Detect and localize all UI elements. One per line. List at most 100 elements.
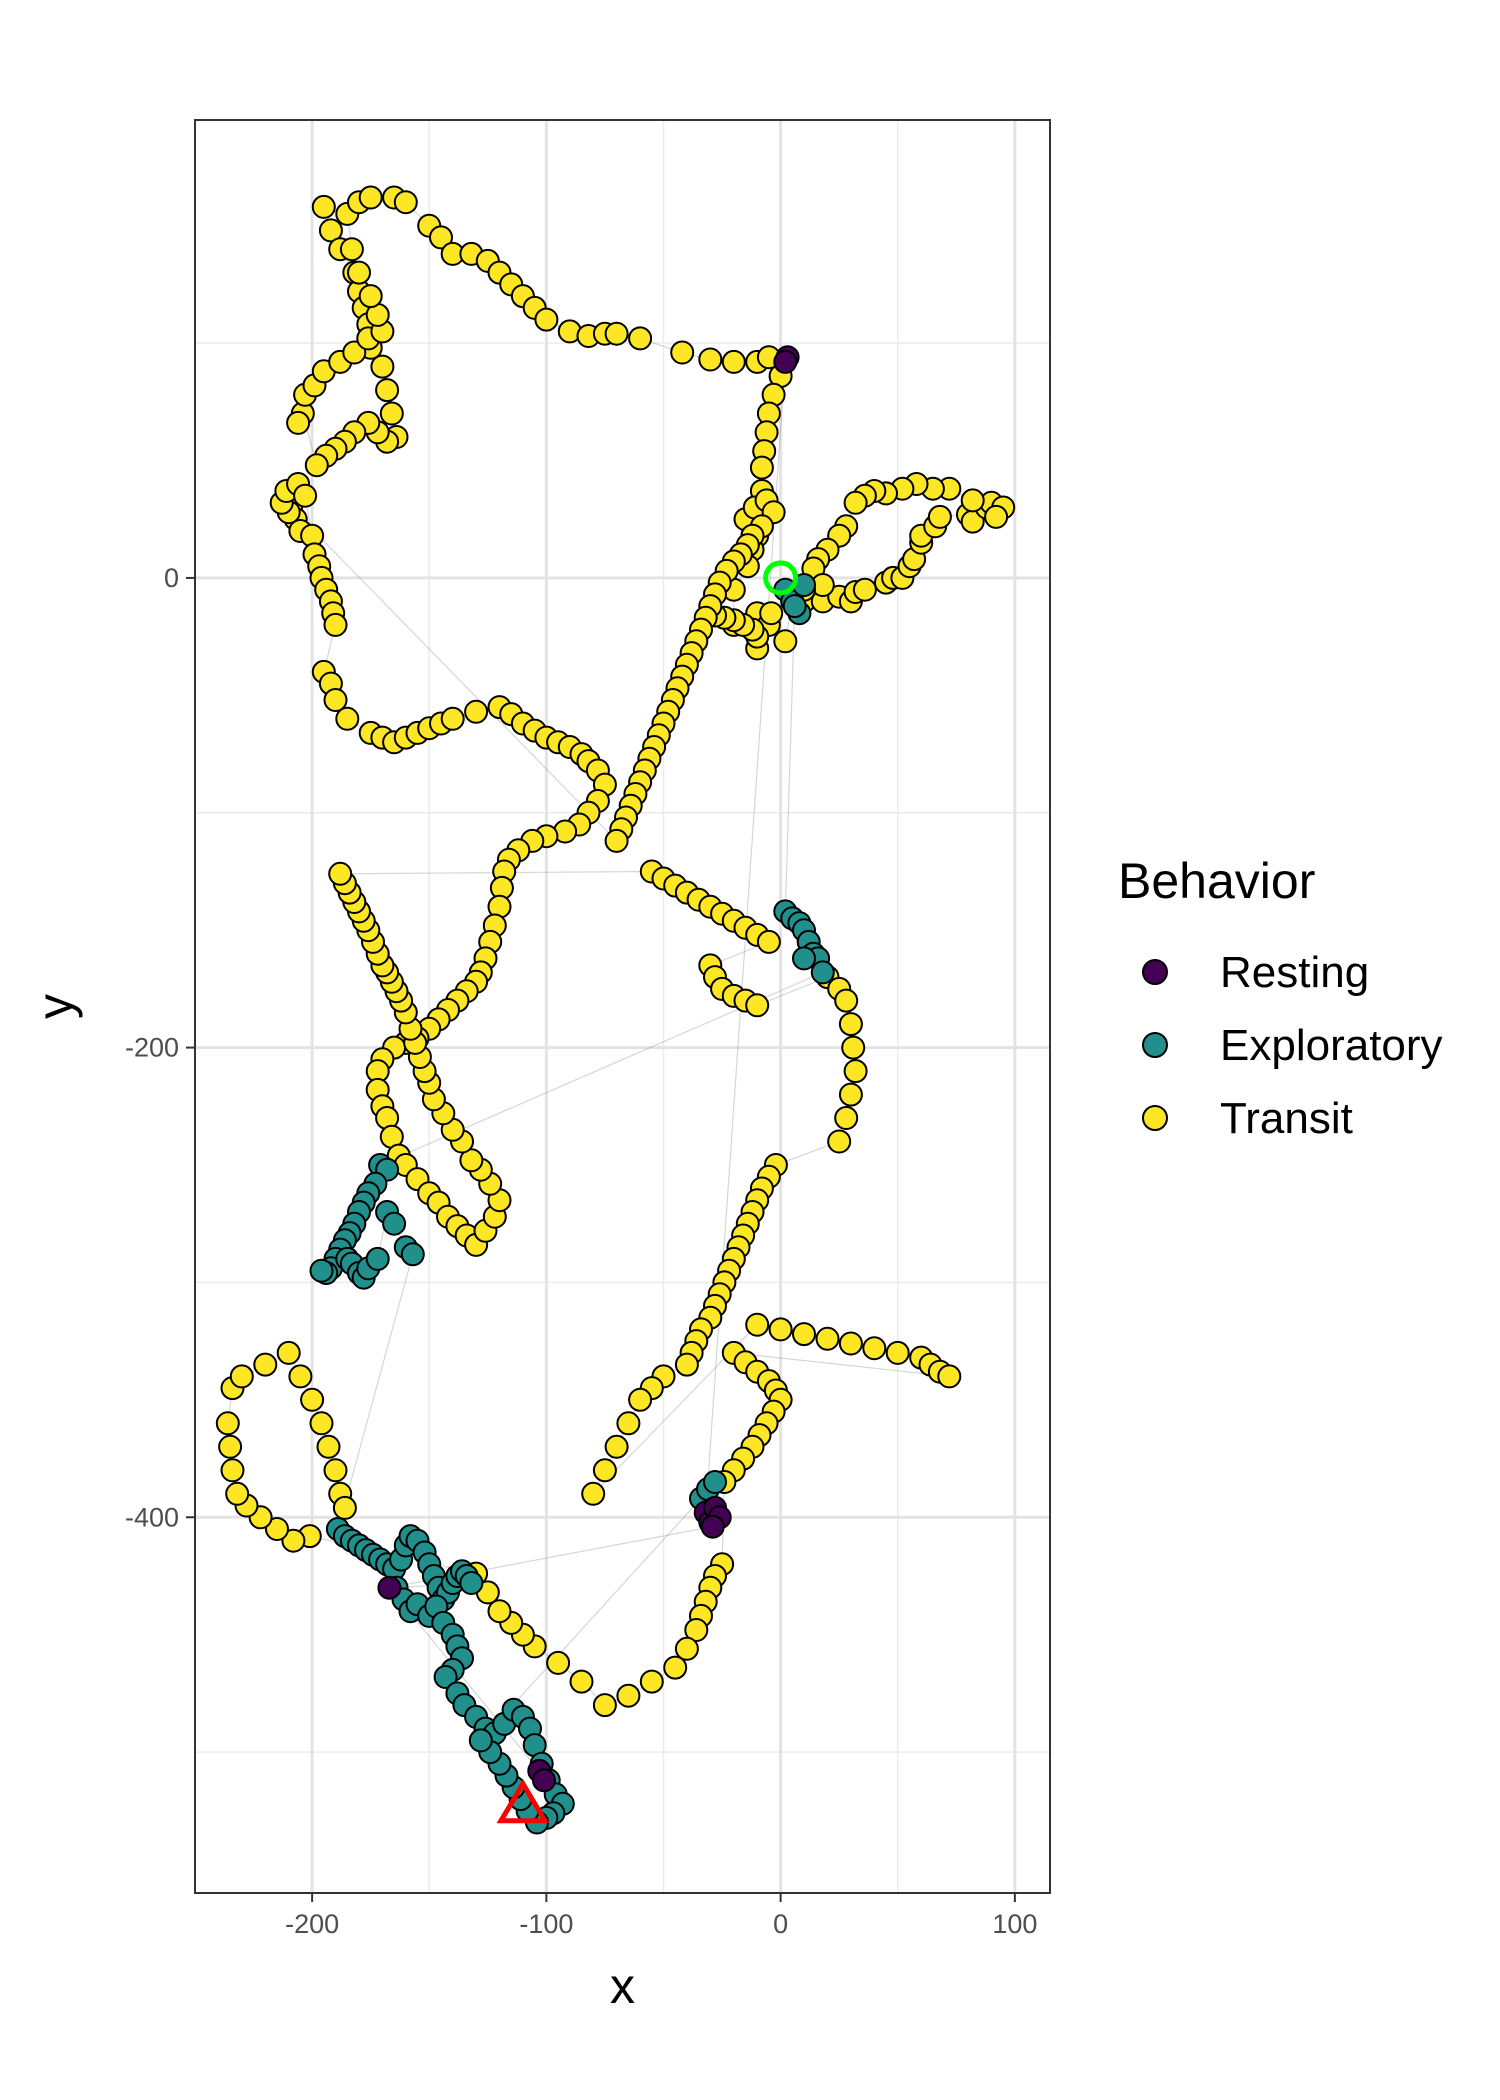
point-transit <box>569 1669 594 1694</box>
point-exploratory <box>782 594 807 619</box>
point-transit <box>323 688 348 712</box>
y-tick-label: -400 <box>125 1502 179 1532</box>
point-transit <box>768 1317 793 1342</box>
point-transit <box>834 988 859 1013</box>
point-exploratory <box>309 1258 334 1283</box>
data-points <box>215 185 1016 1835</box>
point-transit <box>220 1458 245 1483</box>
point-transit <box>792 1322 816 1347</box>
point-transit <box>464 699 489 724</box>
point-transit <box>358 185 383 210</box>
point-transit <box>342 340 367 365</box>
point-transit <box>429 225 453 250</box>
point-transit <box>581 1481 606 1506</box>
point-transit <box>927 504 952 529</box>
point-transit <box>827 1129 852 1154</box>
point-resting <box>532 1768 556 1793</box>
point-transit <box>674 1352 699 1377</box>
point-transit <box>663 1655 688 1680</box>
point-transit <box>347 260 371 285</box>
point-transit <box>218 1434 243 1459</box>
point-transit <box>815 1326 840 1351</box>
point-transit <box>838 1012 863 1037</box>
point-transit <box>745 993 770 1018</box>
point-transit <box>265 1517 289 1541</box>
point-transit <box>834 1106 859 1130</box>
point-exploratory <box>459 1571 484 1595</box>
point-transit <box>984 504 1009 529</box>
point-transit <box>393 190 418 215</box>
legend: Behavior Resting Exploratory Transit <box>1118 853 1443 1143</box>
point-transit <box>838 1331 863 1356</box>
point-transit <box>639 1669 664 1694</box>
trajectory-segment <box>227 196 1005 1706</box>
point-resting <box>700 1514 725 1539</box>
point-transit <box>885 1340 910 1365</box>
point-transit <box>335 706 360 731</box>
point-transit <box>370 354 395 379</box>
point-transit <box>534 307 559 332</box>
point-exploratory <box>365 1246 390 1271</box>
point-transit <box>358 284 383 309</box>
end-marker <box>496 1778 550 1824</box>
point-transit <box>773 629 798 654</box>
start-marker <box>763 560 799 596</box>
x-tick-label: 0 <box>773 1909 788 1939</box>
x-axis-ticks: -200 -100 0 100 <box>285 1893 1037 1939</box>
y-axis-ticks: -400 -200 0 <box>125 563 195 1532</box>
point-transit <box>332 1495 357 1520</box>
point-transit <box>375 378 400 403</box>
point-transit <box>604 828 629 853</box>
legend-label-transit: Transit <box>1220 1094 1353 1143</box>
point-transit <box>960 488 985 513</box>
y-tick-label: 0 <box>164 563 179 593</box>
point-transit <box>616 1411 641 1436</box>
point-transit <box>604 1434 629 1459</box>
point-transit <box>225 1481 250 1506</box>
point-transit <box>628 1387 653 1412</box>
point-resting <box>773 349 798 374</box>
point-transit <box>756 929 781 954</box>
point-transit <box>684 1618 709 1642</box>
point-exploratory <box>382 1211 407 1236</box>
point-transit <box>229 1364 254 1389</box>
x-tick-label: -100 <box>519 1909 573 1939</box>
y-axis-title: y <box>27 994 83 1019</box>
point-transit <box>440 706 465 731</box>
point-transit <box>276 1340 301 1365</box>
point-transit <box>592 1458 617 1483</box>
point-transit <box>253 1352 278 1377</box>
point-transit <box>304 453 329 478</box>
point-transit <box>843 1059 868 1084</box>
point-transit <box>300 1387 325 1412</box>
point-exploratory <box>433 1665 458 1689</box>
point-transit <box>459 1148 484 1173</box>
point-transit <box>311 194 336 219</box>
point-transit <box>841 1035 866 1060</box>
point-exploratory <box>810 960 835 985</box>
point-transit <box>721 349 746 374</box>
point-exploratory <box>703 1470 727 1494</box>
x-axis-title: x <box>610 1958 635 2014</box>
point-transit <box>838 1082 863 1107</box>
point-transit <box>759 601 784 626</box>
point-resting <box>377 1575 402 1600</box>
point-transit <box>937 1364 962 1389</box>
start-end-markers <box>496 560 799 1824</box>
point-transit <box>323 612 348 637</box>
legend-key-transit <box>1142 1105 1168 1131</box>
point-transit <box>316 1434 341 1459</box>
point-exploratory <box>792 946 816 971</box>
legend-label-exploratory: Exploratory <box>1220 1021 1443 1070</box>
point-transit <box>293 483 318 508</box>
point-exploratory <box>468 1728 493 1753</box>
point-transit <box>546 1650 571 1675</box>
point-transit <box>286 410 311 435</box>
x-tick-label: 100 <box>992 1909 1037 1939</box>
point-transit <box>862 1336 887 1361</box>
point-transit <box>339 237 364 262</box>
point-transit <box>309 1411 334 1436</box>
point-transit <box>215 1411 240 1436</box>
legend-key-exploratory <box>1142 1032 1168 1058</box>
